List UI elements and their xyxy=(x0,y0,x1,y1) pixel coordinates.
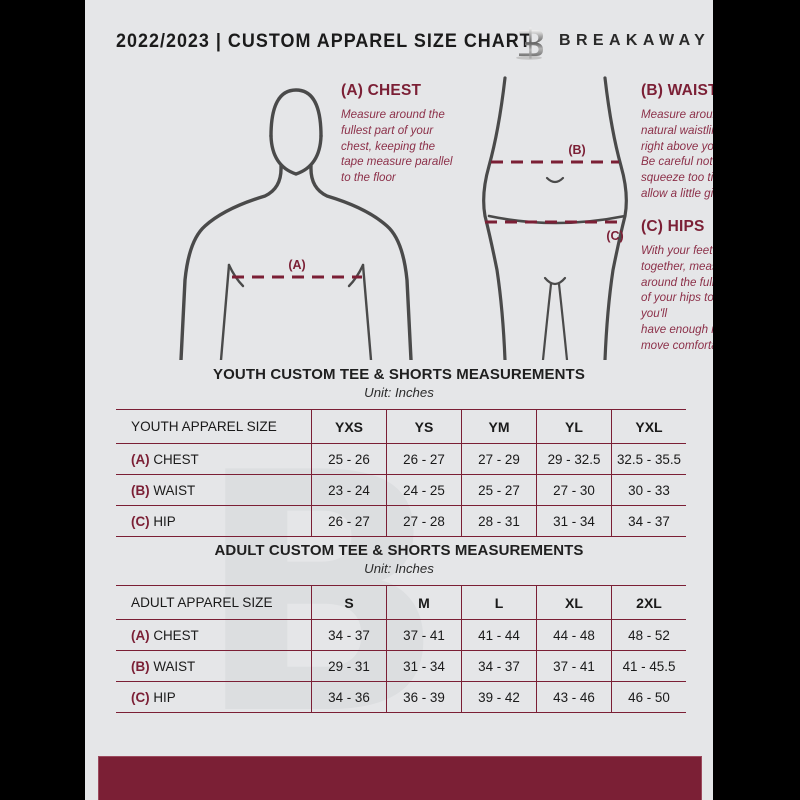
youth-waist-yxl: 30 - 33 xyxy=(611,474,686,506)
adult-waist-l: 34 - 37 xyxy=(461,650,537,682)
adult-col-3: L xyxy=(461,585,537,620)
adult-hip-2xl: 46 - 50 xyxy=(611,681,686,713)
adult-row-hip-label: (C) HIP xyxy=(116,681,312,713)
row-tag: (B) xyxy=(131,658,150,674)
callout-hips-body: With your feet together, measure around … xyxy=(641,244,713,352)
youth-size-label: YOUTH APPAREL SIZE xyxy=(116,409,312,444)
table-row: (A) CHEST 34 - 37 37 - 41 41 - 44 44 - 4… xyxy=(116,619,686,651)
row-tag: (A) xyxy=(131,627,150,643)
youth-table-unit: Unit: Inches xyxy=(364,385,434,400)
table-header-row: ADULT APPAREL SIZE S M L XL 2XL xyxy=(116,585,686,620)
callout-chest-body: Measure around the fullest part of your … xyxy=(341,108,453,185)
row-label: CHEST xyxy=(153,451,199,467)
adult-hip-s: 34 - 36 xyxy=(311,681,387,713)
adult-table-unit: Unit: Inches xyxy=(364,561,434,576)
youth-hip-ys: 27 - 28 xyxy=(386,505,462,537)
youth-col-5: YXL xyxy=(611,409,686,444)
youth-col-2: YS xyxy=(386,409,462,444)
body-measurement-figures: (A) (B) (C) xyxy=(179,76,628,360)
adult-size-label: ADULT APPAREL SIZE xyxy=(116,585,312,620)
youth-measurements-section: YOUTH CUSTOM TEE & SHORTS MEASUREMENTS U… xyxy=(116,366,686,537)
adult-col-5: 2XL xyxy=(611,585,686,620)
youth-waist-ys: 24 - 25 xyxy=(386,474,462,506)
row-label: CHEST xyxy=(153,627,199,643)
row-tag: (A) xyxy=(131,451,150,467)
callout-waist-heading: (B) WAIST xyxy=(641,82,713,99)
youth-chest-yxl: 32.5 - 35.5 xyxy=(611,443,686,475)
adult-measurements-table: ADULT APPAREL SIZE S M L XL 2XL (A) CHES… xyxy=(116,585,686,713)
table-row: (C) HIP 26 - 27 27 - 28 28 - 31 31 - 34 … xyxy=(116,505,686,537)
youth-hip-yl: 31 - 34 xyxy=(536,505,612,537)
adult-waist-m: 31 - 34 xyxy=(386,650,462,682)
page-title: 2022/2023 | CUSTOM APPAREL SIZE CHART xyxy=(116,30,532,52)
row-label: WAIST xyxy=(153,658,196,674)
youth-measurements-table: YOUTH APPAREL SIZE YXS YS YM YL YXL (A) … xyxy=(116,409,686,537)
youth-row-chest-label: (A) CHEST xyxy=(116,443,312,475)
youth-col-1: YXS xyxy=(311,409,387,444)
table-row: (C) HIP 34 - 36 36 - 39 39 - 42 43 - 46 … xyxy=(116,681,686,713)
table-row: (A) CHEST 25 - 26 26 - 27 27 - 29 29 - 3… xyxy=(116,443,686,475)
callout-hips: (C) HIPS With your feet together, measur… xyxy=(641,218,713,353)
adult-waist-2xl: 41 - 45.5 xyxy=(611,650,686,682)
callout-chest: (A) CHEST Measure around the fullest par… xyxy=(341,82,491,186)
youth-chest-ys: 26 - 27 xyxy=(386,443,462,475)
youth-waist-yl: 27 - 30 xyxy=(536,474,612,506)
row-label: HIP xyxy=(153,689,176,705)
chest-measure-label: (A) xyxy=(288,258,305,272)
adult-col-2: M xyxy=(386,585,462,620)
adult-waist-xl: 37 - 41 xyxy=(536,650,612,682)
brand-wordmark: BREAKAWAY xyxy=(559,32,711,49)
youth-hip-yxs: 26 - 27 xyxy=(311,505,387,537)
youth-col-3: YM xyxy=(461,409,537,444)
youth-waist-yxs: 23 - 24 xyxy=(311,474,387,506)
callout-waist: (B) WAIST Measure around your natural wa… xyxy=(641,82,713,202)
waist-measure-label: (B) xyxy=(568,143,585,157)
adult-chest-xl: 44 - 48 xyxy=(536,619,612,651)
youth-row-waist-label: (B) WAIST xyxy=(116,474,312,506)
youth-chest-ym: 27 - 29 xyxy=(461,443,537,475)
breakaway-b-monogram-icon xyxy=(516,27,543,60)
table-row: (B) WAIST 23 - 24 24 - 25 25 - 27 27 - 3… xyxy=(116,474,686,506)
figure-jaw xyxy=(269,134,323,176)
row-tag: (B) xyxy=(131,482,150,498)
adult-col-1: S xyxy=(311,585,387,620)
youth-chest-yxs: 25 - 26 xyxy=(311,443,387,475)
table-header-row: YOUTH APPAREL SIZE YXS YS YM YL YXL xyxy=(116,409,686,444)
youth-col-4: YL xyxy=(536,409,612,444)
page-header: 2022/2023 | CUSTOM APPAREL SIZE CHART BR… xyxy=(85,26,713,62)
adult-table-title: ADULT CUSTOM TEE & SHORTS MEASUREMENTS xyxy=(214,542,584,559)
adult-measurements-section: ADULT CUSTOM TEE & SHORTS MEASUREMENTS U… xyxy=(116,542,686,713)
table-row: (B) WAIST 29 - 31 31 - 34 34 - 37 37 - 4… xyxy=(116,650,686,682)
adult-hip-xl: 43 - 46 xyxy=(536,681,612,713)
callout-waist-body: Measure around your natural waistline – … xyxy=(641,108,713,200)
hip-measure-label: (C) xyxy=(606,229,623,243)
footer-bar xyxy=(98,756,702,800)
youth-hip-yxl: 34 - 37 xyxy=(611,505,686,537)
adult-hip-m: 36 - 39 xyxy=(386,681,462,713)
adult-row-chest-label: (A) CHEST xyxy=(116,619,312,651)
youth-table-title: YOUTH CUSTOM TEE & SHORTS MEASUREMENTS xyxy=(213,366,585,383)
adult-chest-m: 37 - 41 xyxy=(386,619,462,651)
adult-hip-l: 39 - 42 xyxy=(461,681,537,713)
row-tag: (C) xyxy=(131,513,150,529)
adult-waist-s: 29 - 31 xyxy=(311,650,387,682)
row-tag: (C) xyxy=(131,689,150,705)
adult-chest-s: 34 - 37 xyxy=(311,619,387,651)
adult-row-waist-label: (B) WAIST xyxy=(116,650,312,682)
row-label: HIP xyxy=(153,513,176,529)
size-chart-page: B 2022/2023 | CUSTOM APPAREL SIZE CHART … xyxy=(85,0,713,800)
adult-chest-l: 41 - 44 xyxy=(461,619,537,651)
adult-chest-2xl: 48 - 52 xyxy=(611,619,686,651)
youth-row-hip-label: (C) HIP xyxy=(116,505,312,537)
youth-hip-ym: 28 - 31 xyxy=(461,505,537,537)
youth-waist-ym: 25 - 27 xyxy=(461,474,537,506)
callout-chest-heading: (A) CHEST xyxy=(341,82,422,99)
figure-head-top xyxy=(269,88,323,138)
adult-col-4: XL xyxy=(536,585,612,620)
youth-chest-yl: 29 - 32.5 xyxy=(536,443,612,475)
row-label: WAIST xyxy=(153,482,196,498)
callout-hips-heading: (C) HIPS xyxy=(641,218,705,235)
